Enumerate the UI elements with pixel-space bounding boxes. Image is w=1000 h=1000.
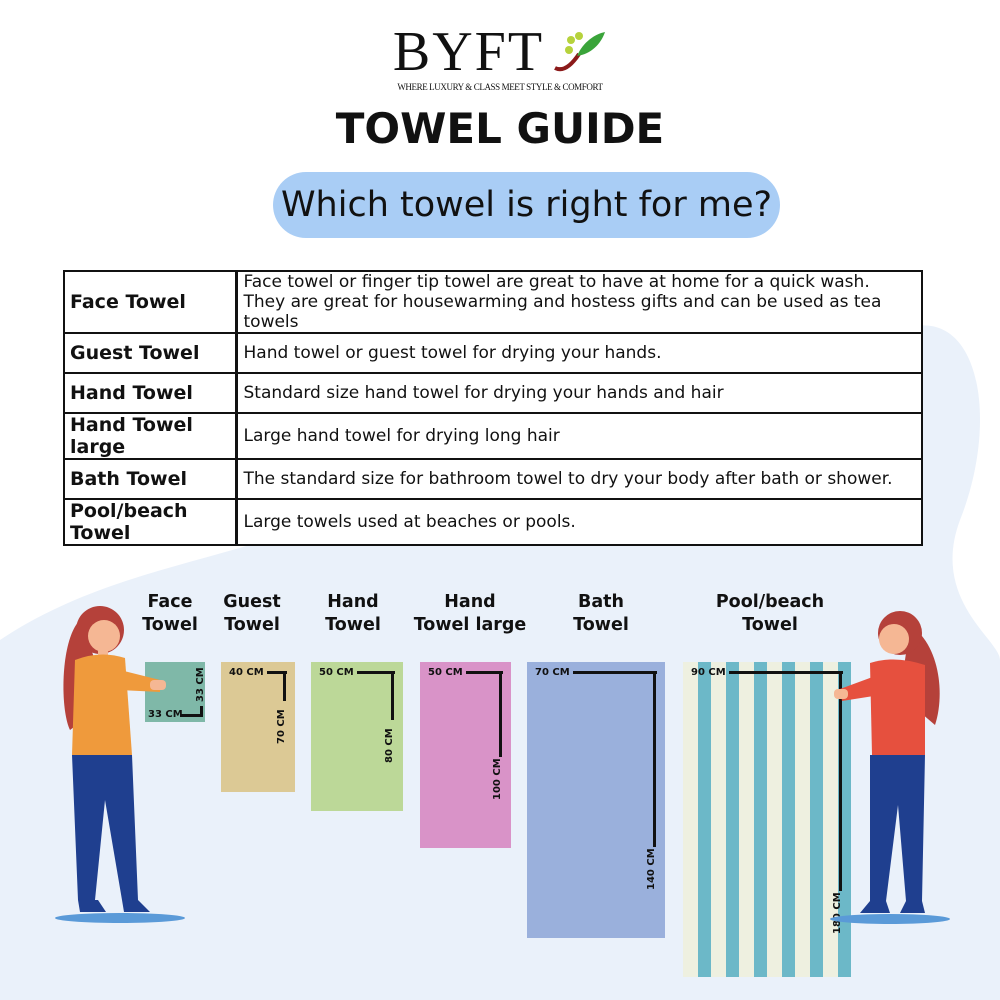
towel-description: Hand towel or guest towel for drying you… — [235, 332, 923, 374]
width-label: 40 CM — [229, 667, 264, 678]
subtitle-pill: Which towel is right for me? — [273, 172, 780, 238]
towel-2: 50 CM 80 CM — [311, 662, 403, 811]
towel-name: Guest Towel — [63, 332, 238, 374]
towel-0: 33 CM 33 CM — [145, 662, 206, 722]
towel-label: Pool/beach Towel — [700, 591, 840, 637]
towel-4: 70 CM 140 CM — [527, 662, 665, 938]
table-row: Bath Towel The standard size for bathroom… — [63, 458, 923, 500]
towel-label-line: Towel — [142, 615, 198, 635]
towel-description: Standard size hand towel for drying your… — [235, 372, 923, 414]
towel-label: Face Towel — [100, 591, 240, 637]
towel-label: Hand Towel — [283, 591, 423, 637]
description-line: Face towel or finger tip towel are great… — [243, 272, 870, 292]
towel-label-line: Hand — [327, 592, 379, 612]
table-row: Pool/beach Towel Large towels used at bea… — [63, 498, 923, 546]
table-row: Face Towel Face towel or finger tip towel… — [63, 270, 923, 334]
table-row: Hand Towel Standard size hand towel for d… — [63, 372, 923, 414]
logo: BYFT — [0, 22, 1000, 82]
towel-name: Hand Towel — [63, 372, 238, 414]
towel-label: Hand Towel large — [400, 591, 540, 637]
towel-label-line: Bath — [578, 592, 624, 612]
width-label: 90 CM — [691, 667, 726, 678]
table-row: Guest Towel Hand towel or guest towel for… — [63, 332, 923, 374]
towel-label-line: Towel — [325, 615, 381, 635]
towel-1: 40 CM 70 CM — [221, 662, 295, 792]
towel-name: Hand Towel large — [63, 412, 238, 460]
towel-name: Pool/beach Towel — [63, 498, 238, 546]
towel-table: Face Towel Face towel or finger tip towel… — [63, 270, 923, 546]
width-label: 70 CM — [535, 667, 570, 678]
towel-label: Bath Towel — [531, 591, 671, 637]
towel-label-line: Face — [147, 592, 193, 612]
brand-name: BYFT — [392, 21, 545, 83]
width-label: 50 CM — [428, 667, 463, 678]
towel-label-line: Towel large — [413, 615, 527, 635]
width-label: 33 CM — [148, 709, 183, 720]
description-line: They are great for housewarming and host… — [243, 292, 882, 332]
towel-label-line: Guest — [223, 592, 281, 612]
tagline: WHERE LUXURY & CLASS MEET STYLE & COMFOR… — [397, 82, 603, 92]
towel-label-line: Towel — [224, 615, 280, 635]
height-label: 80 CM — [384, 728, 395, 763]
woman-left-illustration — [55, 606, 185, 923]
towel-description: Large towels used at beaches or pools. — [235, 498, 923, 546]
towel-name: Bath Towel — [63, 458, 238, 500]
page-title: TOWEL GUIDE — [335, 104, 665, 153]
height-label: 100 CM — [492, 758, 503, 800]
towel-label: Guest Towel — [182, 591, 322, 637]
towel-label-line: Hand — [444, 592, 496, 612]
towel-label-line: Towel — [573, 615, 629, 635]
height-label: 70 CM — [276, 709, 287, 744]
leaf-icon — [554, 32, 606, 72]
towel-5: 90 CM 180 CM — [683, 662, 851, 977]
width-label: 50 CM — [319, 667, 354, 678]
towel-3: 50 CM 100 CM — [420, 662, 511, 848]
height-label: 140 CM — [646, 848, 657, 890]
woman-right-illustration — [830, 611, 950, 924]
towel-description: The standard size for bathroom towel to … — [235, 458, 923, 500]
towel-description: Large hand towel for drying long hair — [235, 412, 923, 460]
towel-label-line: Towel — [742, 615, 798, 635]
towel-name: Face Towel — [63, 270, 238, 334]
table-row: Hand Towel large Large hand towel for dry… — [63, 412, 923, 460]
towel-label-line: Pool/beach — [715, 592, 825, 612]
towel-description: Face towel or finger tip towel are great… — [235, 270, 923, 334]
